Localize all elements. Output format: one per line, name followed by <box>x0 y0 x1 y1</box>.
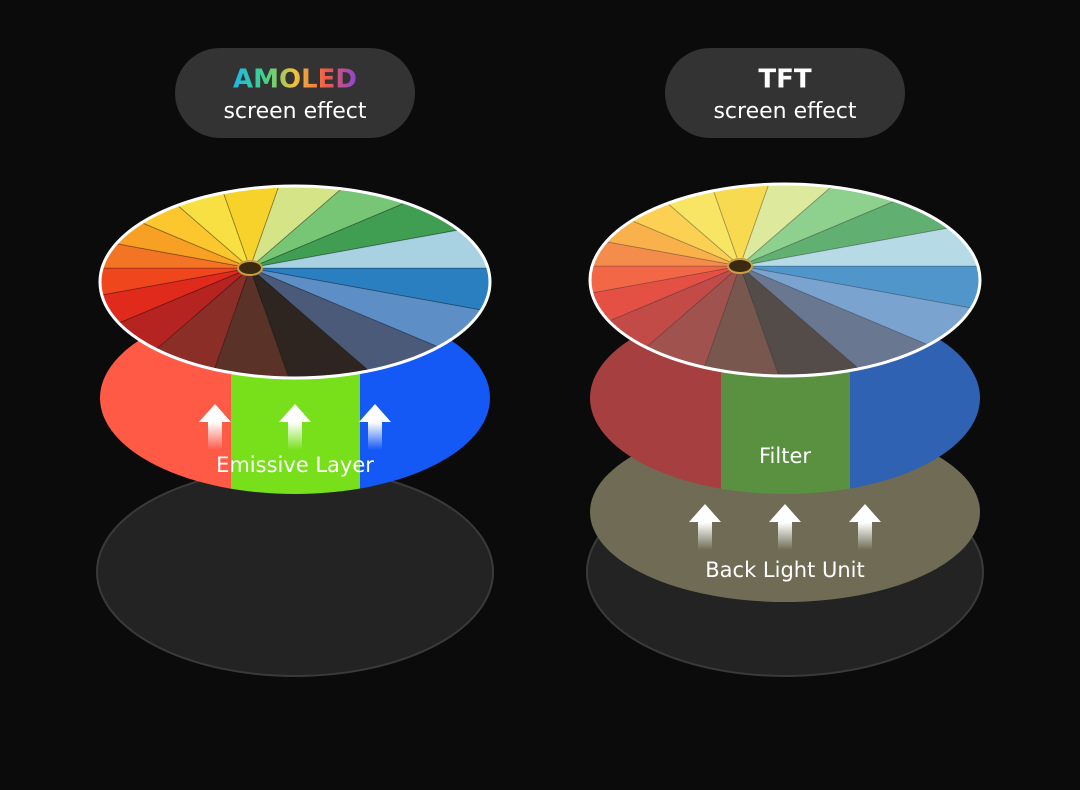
subtitle: screen effect <box>223 99 366 124</box>
umbrella-panel <box>590 197 741 267</box>
disk-rim <box>98 184 492 380</box>
umbrella-hub <box>727 258 753 274</box>
arrow <box>359 404 391 450</box>
umbrella-panel <box>669 264 811 376</box>
umbrella-panel <box>249 267 490 378</box>
subtitle: screen effect <box>713 99 856 124</box>
umbrella-hub <box>237 260 263 276</box>
umbrella-panel <box>100 186 252 270</box>
umbrella-panel <box>590 265 741 335</box>
arrow <box>199 404 231 450</box>
backlight-label: Back Light Unit <box>705 558 865 582</box>
umbrella-panel <box>100 267 251 378</box>
umbrella-panel <box>590 184 741 267</box>
light-arrows <box>199 404 391 450</box>
disk-rim <box>588 182 982 378</box>
umbrella-panel <box>249 199 490 269</box>
layer-label: Emissive Layer <box>216 453 374 477</box>
tft-wash <box>590 184 980 376</box>
umbrella-panel <box>100 186 251 269</box>
umbrella-panel <box>590 184 742 268</box>
light-arrows <box>689 504 881 550</box>
title-pill <box>175 48 415 138</box>
arrow <box>849 504 881 550</box>
umbrella-panel <box>248 186 452 270</box>
umbrella-panel <box>179 266 321 378</box>
title: AMOLED <box>233 65 357 95</box>
arrow <box>689 504 721 550</box>
filter-label: Filter <box>759 444 811 468</box>
arrow <box>769 504 801 550</box>
umbrella-panel <box>739 197 980 267</box>
amoled-stack: Emissive Layer AMOLED screen effect <box>96 48 494 677</box>
tft-stack: Filter Back Light Unit TFT screen effect <box>586 48 984 677</box>
umbrella-panel <box>590 184 741 267</box>
umbrella-panel <box>738 184 942 268</box>
umbrella-panel <box>739 265 980 376</box>
umbrella-panel <box>100 267 251 337</box>
base-layer <box>96 467 494 677</box>
title-pill <box>665 48 905 138</box>
umbrella-panel <box>100 186 251 269</box>
umbrella-panel <box>100 199 251 269</box>
title: TFT <box>758 65 811 95</box>
umbrella-panel <box>249 186 490 269</box>
arrow <box>279 404 311 450</box>
umbrella-panel <box>739 265 980 376</box>
umbrella-panel <box>590 265 741 376</box>
